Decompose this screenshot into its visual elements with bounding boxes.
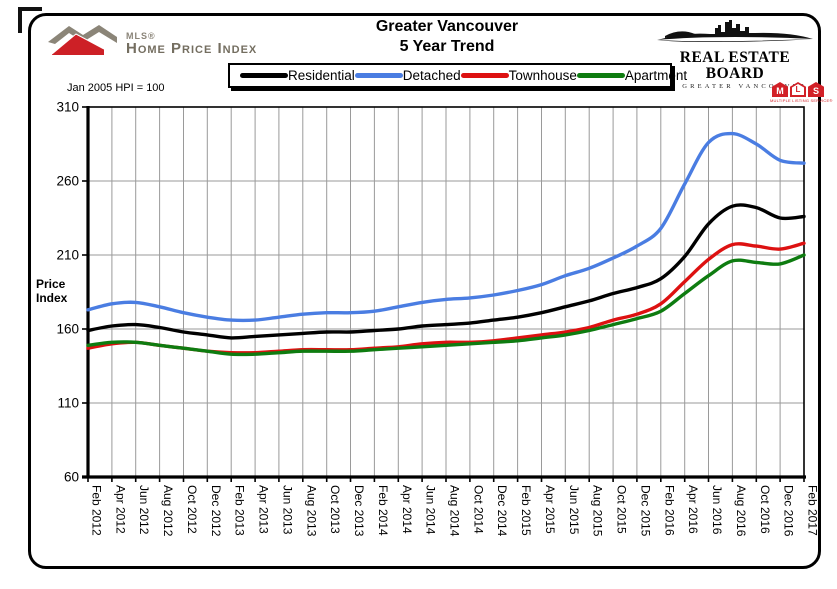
hpi-houses-icon <box>48 25 117 55</box>
chart-frame <box>28 13 821 569</box>
skyline-icon <box>657 20 813 42</box>
y-axis-title-line2: Index <box>36 291 68 306</box>
legend-label: Residential <box>288 67 355 83</box>
legend-swatch-apartment <box>576 73 625 78</box>
legend-label: Townhouse <box>508 67 577 83</box>
chart-title-line1: Greater Vancouver <box>375 18 519 35</box>
chart-legend: Residential Detached Townhouse Apartment <box>228 63 687 88</box>
corner-crop-mark <box>18 7 42 11</box>
legend-item-townhouse: Townhouse <box>460 67 577 83</box>
legend-swatch-residential <box>240 73 288 78</box>
chart-title: Greater Vancouver 5 Year Trend <box>280 17 614 57</box>
real-estate-board-logo: REAL ESTATE BOARD OF GREATER VANCOUVER <box>650 18 820 90</box>
hpi-brand-main: Home Price Index <box>126 40 258 57</box>
y-axis-title-line1: Price <box>36 277 66 291</box>
mls-house-icon-m: M <box>772 82 788 97</box>
hpi-logo: MLS® Home Price Index <box>46 22 257 58</box>
legend-item-apartment: Apartment <box>576 67 688 83</box>
corner-crop-mark <box>18 7 22 33</box>
y-axis-title: Price Index <box>36 277 67 306</box>
legend-swatch-detached <box>354 73 403 78</box>
legend-item-residential: Residential <box>240 69 355 83</box>
legend-swatch-townhouse <box>460 73 509 78</box>
hpi-brand-small: MLS® <box>126 31 156 41</box>
legend-label: Detached <box>402 67 461 83</box>
mls-house-icon-l: L <box>790 82 806 97</box>
board-subtitle: OF GREATER VANCOUVER <box>662 83 808 90</box>
board-name: REAL ESTATE BOARD <box>679 49 791 82</box>
legend-item-detached: Detached <box>354 67 461 83</box>
mls-badge-caption: MULTIPLE LISTING SERVICE® <box>770 98 833 103</box>
legend-label: Apartment <box>624 67 688 83</box>
mls-house-icon-s: S <box>808 82 824 97</box>
chart-title-line2: 5 Year Trend <box>399 38 495 55</box>
baseline-note: Jan 2005 HPI = 100 <box>67 82 165 94</box>
